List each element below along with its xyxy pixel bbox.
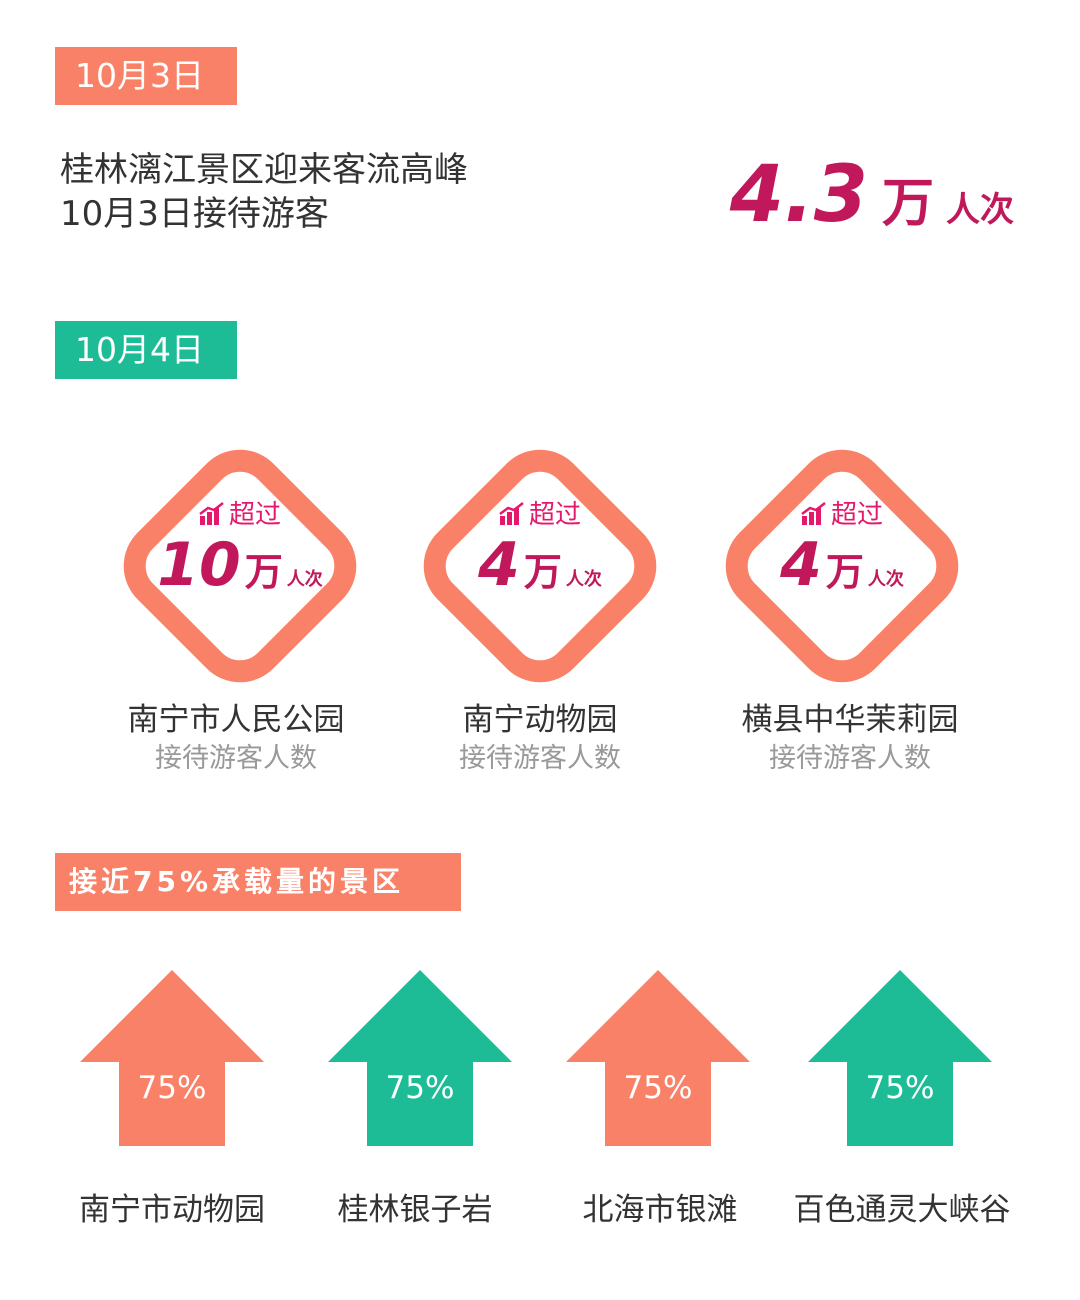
place-label-2: 南宁动物园 接待游客人数 (380, 700, 700, 778)
exceed-text: 超过 (830, 500, 883, 530)
oct3-stat-number: 4.3 (729, 150, 868, 240)
arrow-percent: 75% (865, 1070, 935, 1106)
place-label-1: 南宁市人民公园 接待游客人数 (76, 700, 396, 778)
exceed-label: 超过 (722, 494, 962, 531)
place-name: 南宁动物园 (462, 702, 618, 738)
diamond-stat-wan: 万 (523, 550, 562, 594)
oct3-stat-wan: 万 (881, 174, 934, 234)
up-arrow-icon (808, 970, 992, 1146)
bar-chart-icon (801, 502, 826, 525)
diamond-card-1: 超过 10 万人次 (120, 446, 360, 686)
oct3-headline: 桂林漓江景区迎来客流高峰 10月3日接待游客 (60, 148, 468, 236)
exceed-text: 超过 (228, 500, 281, 530)
diamond-card-3: 超过 4 万人次 (722, 446, 962, 686)
arrow-card-2: 75% (328, 970, 512, 1146)
diamond-stat-unit: 人次 (565, 569, 602, 590)
oct3-stat-unit: 人次 (946, 190, 1014, 230)
headline-line-1: 桂林漓江景区迎来客流高峰 (60, 150, 468, 190)
oct3-visitor-stat: 4.3 万人次 (730, 150, 1014, 240)
date-tag-oct3: 10月3日 (55, 47, 237, 105)
place-label-3: 横县中华茉莉园 接待游客人数 (690, 700, 1010, 778)
diamond-stat-wan: 万 (244, 550, 283, 594)
arrow-percent: 75% (385, 1070, 455, 1106)
diamond-frame (725, 449, 959, 683)
diamond-stat: 4 万人次 (420, 530, 660, 600)
date-tag-oct4: 10月4日 (55, 321, 237, 379)
up-arrow-icon (80, 970, 264, 1146)
diamond-stat-unit: 人次 (867, 569, 904, 590)
scenic-spot-name-4: 百色通灵大峡谷 (793, 1192, 1011, 1228)
diamond-stat-wan: 万 (825, 550, 864, 594)
bar-chart-icon (199, 502, 224, 525)
place-name: 横县中华茉莉园 (741, 702, 959, 738)
scenic-spot-name-2: 桂林银子岩 (337, 1192, 493, 1228)
arrow-card-4: 75% (808, 970, 992, 1146)
scenic-spot-name-3: 北海市银滩 (582, 1192, 738, 1228)
diamond-stat-number: 10 (157, 530, 241, 600)
diamond-frame (423, 449, 657, 683)
arrow-percent: 75% (623, 1070, 693, 1106)
place-subtitle: 接待游客人数 (769, 743, 931, 774)
arrow-card-1: 75% (80, 970, 264, 1146)
diamond-stat: 4 万人次 (722, 530, 962, 600)
exceed-label: 超过 (120, 494, 360, 531)
headline-line-2: 10月3日接待游客 (60, 194, 329, 234)
bar-chart-icon (499, 502, 524, 525)
place-subtitle: 接待游客人数 (459, 743, 621, 774)
up-arrow-icon (566, 970, 750, 1146)
diamond-stat-number: 4 (780, 530, 822, 600)
diamond-stat-unit: 人次 (286, 569, 323, 590)
exceed-label: 超过 (420, 494, 660, 531)
diamond-frame (123, 449, 357, 683)
scenic-spot-name-1: 南宁市动物园 (79, 1192, 265, 1228)
diamond-stat: 10 万人次 (120, 530, 360, 600)
place-subtitle: 接待游客人数 (155, 743, 317, 774)
diamond-stat-number: 4 (478, 530, 520, 600)
capacity-tag: 接近75%承载量的景区 (55, 853, 461, 911)
arrow-card-3: 75% (566, 970, 750, 1146)
up-arrow-icon (328, 970, 512, 1146)
place-name: 南宁市人民公园 (127, 702, 345, 738)
exceed-text: 超过 (528, 500, 581, 530)
arrow-percent: 75% (137, 1070, 207, 1106)
diamond-card-2: 超过 4 万人次 (420, 446, 660, 686)
